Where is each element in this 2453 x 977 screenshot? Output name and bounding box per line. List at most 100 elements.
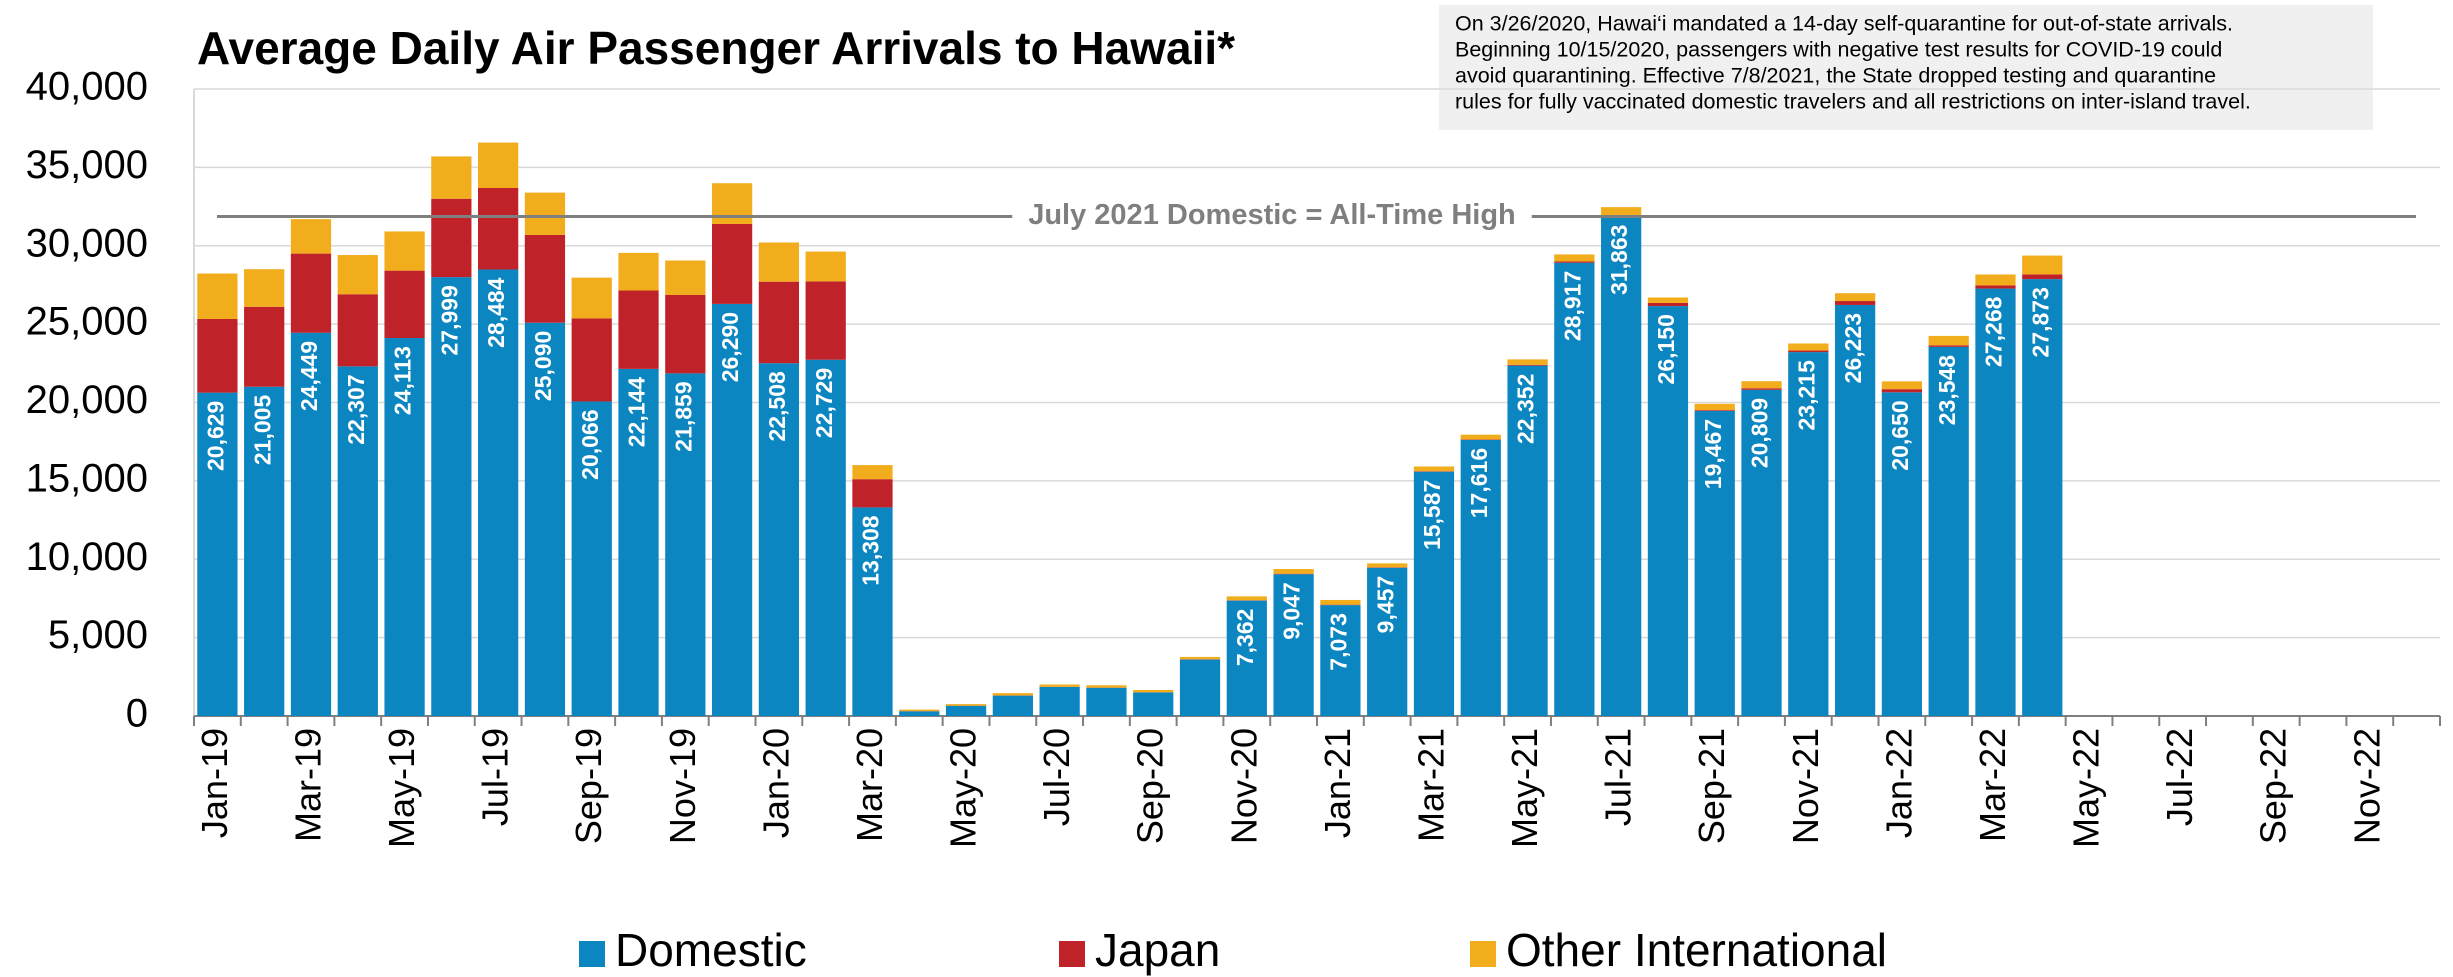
bar-segment xyxy=(1881,392,1923,716)
bar-segment xyxy=(1226,600,1267,716)
value-label: 15,587 xyxy=(1419,480,1445,550)
bar-segment xyxy=(1133,689,1174,693)
bar-segment xyxy=(1834,293,1876,302)
bar-segment xyxy=(1507,364,1548,366)
bar-segment xyxy=(992,695,1033,716)
bar-segment xyxy=(244,269,285,307)
legend-swatch xyxy=(1059,941,1085,967)
bar-segment xyxy=(431,156,472,199)
x-tick-label: Jan-20 xyxy=(755,728,796,838)
bar-segment xyxy=(1179,656,1221,660)
y-tick-label: 35,000 xyxy=(26,143,148,187)
x-tick-label: May-20 xyxy=(943,728,984,848)
bar-segment xyxy=(1788,343,1829,351)
bar-segment xyxy=(478,188,519,270)
x-tick-label: Nov-21 xyxy=(1785,728,1826,844)
value-label: 22,729 xyxy=(811,368,837,438)
value-label: 13,308 xyxy=(858,515,884,586)
x-tick-label: Mar-19 xyxy=(287,728,328,842)
value-label: 20,650 xyxy=(1887,400,1913,470)
y-tick-label: 20,000 xyxy=(26,378,148,422)
bar-segment xyxy=(1975,274,2016,286)
bar-segment xyxy=(384,270,425,339)
bar-segment xyxy=(1694,410,1735,411)
bar-segment xyxy=(945,704,987,706)
value-label: 22,144 xyxy=(624,377,650,448)
bar-segment xyxy=(805,281,846,360)
value-label: 27,268 xyxy=(1981,296,2007,367)
bar-segment xyxy=(197,273,238,319)
bar-segment xyxy=(1601,216,1642,716)
bar-segment xyxy=(1273,574,1314,716)
bar-segment xyxy=(665,260,706,295)
bar-segment xyxy=(1086,687,1127,716)
bar-segment xyxy=(1881,389,1923,393)
bar-segment xyxy=(571,401,612,716)
bar-segment xyxy=(384,338,425,716)
bar-segment xyxy=(431,277,472,716)
value-label: 27,999 xyxy=(436,285,462,355)
x-tick-label: Nov-19 xyxy=(662,728,703,844)
bar-segment xyxy=(945,705,987,716)
bar-segment xyxy=(571,277,612,319)
x-tick-label: Mar-20 xyxy=(849,728,890,842)
bar-segment xyxy=(2022,255,2063,275)
bar-segment xyxy=(1320,599,1361,605)
bar-segment xyxy=(197,318,238,393)
value-label: 19,467 xyxy=(1700,419,1726,489)
bar-segment xyxy=(384,231,425,271)
bar-segment xyxy=(618,252,659,291)
x-tick-label: Mar-22 xyxy=(1972,728,2013,842)
x-tick-label: Jul-22 xyxy=(2159,728,2200,826)
bar-segment xyxy=(337,366,378,716)
bar-segment xyxy=(852,479,893,508)
bar-segment xyxy=(899,711,940,716)
value-label: 31,863 xyxy=(1606,225,1632,295)
bar-segment xyxy=(1834,304,1876,716)
value-label: 20,809 xyxy=(1747,398,1773,468)
bar-segment xyxy=(758,281,800,364)
value-label: 9,047 xyxy=(1279,582,1305,640)
value-label: 22,307 xyxy=(343,374,369,444)
bar-segment xyxy=(337,255,378,295)
value-label: 26,290 xyxy=(717,312,743,382)
x-tick-label: Jul-21 xyxy=(1598,728,1639,826)
bar-segment xyxy=(1741,389,1782,716)
x-tick-label: Jul-20 xyxy=(1036,728,1077,826)
y-tick-label: 5,000 xyxy=(48,613,148,657)
chart-title: Average Daily Air Passenger Arrivals to … xyxy=(197,22,1235,74)
bar-segment xyxy=(1647,297,1689,303)
bar-segment xyxy=(992,693,1033,696)
bar-segment xyxy=(2022,279,2063,716)
value-label: 22,508 xyxy=(764,371,790,442)
legend-label: Domestic xyxy=(615,924,807,976)
value-label: 28,917 xyxy=(1559,271,1585,341)
value-label: 9,457 xyxy=(1372,576,1398,634)
bar-segment xyxy=(1741,381,1782,389)
bar-segment xyxy=(665,294,706,374)
bar-segment xyxy=(197,392,238,716)
bar-segment xyxy=(1320,605,1361,716)
bar-segment xyxy=(1601,207,1642,215)
annotation-line: rules for fully vaccinated domestic trav… xyxy=(1455,90,2251,114)
x-tick-label: May-21 xyxy=(1504,728,1545,848)
bar-segment xyxy=(1554,254,1595,262)
value-label: 24,449 xyxy=(296,341,322,411)
bar-segment xyxy=(1694,410,1735,716)
y-tick-label: 0 xyxy=(126,692,148,736)
bar-segment xyxy=(1928,335,1969,346)
bar-segment xyxy=(1413,471,1455,716)
value-label: 21,859 xyxy=(670,381,696,451)
bar-segment xyxy=(1133,692,1174,716)
x-tick-label: Jan-19 xyxy=(194,728,235,838)
bar-segment xyxy=(1975,288,2016,716)
x-tick-label: Sep-20 xyxy=(1130,728,1171,844)
bar-segment xyxy=(1928,345,1969,347)
value-label: 28,484 xyxy=(483,277,509,348)
bar-segment xyxy=(1086,685,1127,688)
bar-segment xyxy=(478,269,519,716)
value-label: 21,005 xyxy=(249,395,275,466)
bar-segment xyxy=(1460,439,1501,716)
bar-segment xyxy=(290,253,332,333)
bar-segment xyxy=(1554,261,1595,263)
